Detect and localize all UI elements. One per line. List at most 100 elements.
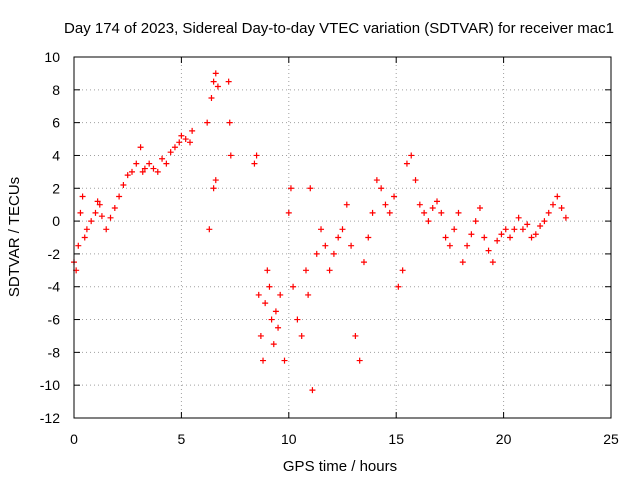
data-point xyxy=(257,332,264,339)
data-point xyxy=(171,144,178,151)
y-tick-label: 6 xyxy=(52,115,60,131)
data-point xyxy=(116,193,123,200)
data-point xyxy=(154,168,161,175)
y-tick-label: -8 xyxy=(48,344,61,360)
data-point xyxy=(255,291,262,298)
data-point xyxy=(395,283,402,290)
y-axis-label: SDTVAR / TECUs xyxy=(6,177,23,297)
data-point xyxy=(507,234,514,241)
data-point xyxy=(554,193,561,200)
data-point xyxy=(438,209,445,216)
data-point xyxy=(550,201,557,208)
data-point xyxy=(369,209,376,216)
data-point xyxy=(313,250,320,257)
data-point xyxy=(421,209,428,216)
y-tick-label: 10 xyxy=(44,49,60,65)
data-point xyxy=(528,234,535,241)
grid xyxy=(74,57,611,418)
data-point xyxy=(281,357,288,364)
data-point xyxy=(277,291,284,298)
data-point xyxy=(442,234,449,241)
data-point xyxy=(128,168,135,175)
data-point xyxy=(133,160,140,167)
data-point xyxy=(416,201,423,208)
data-point xyxy=(399,267,406,274)
data-point xyxy=(305,291,312,298)
data-point xyxy=(468,231,475,238)
y-axis: -12 -10 -8 -6 -4 -2 0 2 4 6 8 10 xyxy=(40,49,611,426)
data-point xyxy=(189,127,196,134)
data-point xyxy=(335,234,342,241)
data-point xyxy=(343,201,350,208)
data-point xyxy=(285,209,292,216)
data-point xyxy=(348,242,355,249)
data-point xyxy=(309,387,316,394)
data-point xyxy=(111,204,118,211)
data-point xyxy=(481,234,488,241)
data-point xyxy=(290,283,297,290)
data-point xyxy=(210,78,217,85)
data-point xyxy=(455,209,462,216)
data-point xyxy=(494,237,501,244)
y-tick-label: 4 xyxy=(52,147,60,163)
x-tick-label: 20 xyxy=(496,431,512,447)
data-point xyxy=(472,218,479,225)
data-point xyxy=(287,185,294,192)
data-point xyxy=(519,226,526,233)
data-point xyxy=(94,198,101,205)
data-point xyxy=(558,204,565,211)
data-point xyxy=(545,209,552,216)
data-point xyxy=(485,247,492,254)
data-point xyxy=(412,177,419,184)
data-point xyxy=(208,95,215,102)
y-tick-label: -6 xyxy=(48,312,61,328)
data-point xyxy=(294,316,301,323)
data-point xyxy=(365,234,372,241)
data-point xyxy=(204,119,211,126)
data-point xyxy=(146,160,153,167)
plot-frame xyxy=(73,56,612,419)
data-point xyxy=(96,201,103,208)
y-tick-label: -12 xyxy=(40,410,60,426)
x-tick-label: 15 xyxy=(388,431,404,447)
data-point xyxy=(489,259,496,266)
data-point xyxy=(502,226,509,233)
x-tick-label: 0 xyxy=(70,431,78,447)
data-point xyxy=(459,259,466,266)
y-tick-label: 8 xyxy=(52,82,60,98)
data-point xyxy=(541,218,548,225)
x-tick-label: 5 xyxy=(178,431,186,447)
data-point xyxy=(270,341,277,348)
data-point xyxy=(307,185,314,192)
y-tick-label: -4 xyxy=(48,279,61,295)
data-point xyxy=(302,267,309,274)
data-point xyxy=(476,204,483,211)
data-point xyxy=(212,70,219,77)
data-point xyxy=(511,226,518,233)
data-point xyxy=(124,172,131,179)
data-point xyxy=(186,139,193,146)
data-point xyxy=(266,283,273,290)
data-point xyxy=(382,201,389,208)
data-point xyxy=(318,226,325,233)
data-point xyxy=(378,185,385,192)
x-axis: 0 5 10 15 20 25 xyxy=(70,57,619,447)
data-point xyxy=(251,160,258,167)
data-point xyxy=(352,332,359,339)
data-point xyxy=(107,214,114,221)
data-point xyxy=(75,242,82,249)
data-point xyxy=(88,218,95,225)
data-point xyxy=(272,308,279,315)
data-point xyxy=(182,136,189,143)
data-point xyxy=(150,165,157,172)
y-tick-label: 2 xyxy=(52,180,60,196)
x-axis-label: GPS time / hours xyxy=(283,458,397,475)
x-tick-label: 10 xyxy=(281,431,297,447)
data-point xyxy=(103,226,110,233)
data-point xyxy=(275,324,282,331)
data-points xyxy=(71,70,569,394)
data-point xyxy=(532,231,539,238)
data-point xyxy=(210,185,217,192)
data-point xyxy=(373,177,380,184)
data-point xyxy=(206,226,213,233)
